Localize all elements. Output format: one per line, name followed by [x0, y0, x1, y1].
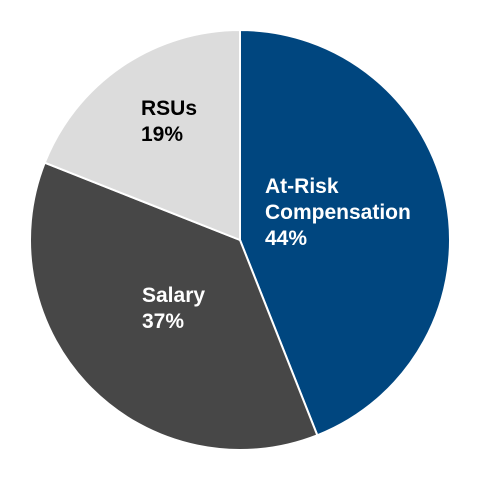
slice-category-label: Compensation: [265, 201, 411, 224]
slice-category-label: At-Risk: [265, 175, 339, 198]
slice-value-label: 19%: [141, 123, 183, 146]
slice-label-at-risk-compensation: At-Risk Compensation 44%: [265, 175, 411, 250]
pie-slice-salary: [29, 161, 319, 451]
slice-value-label: 44%: [265, 227, 307, 250]
slice-category-label: RSUs: [141, 97, 197, 120]
pie-slice-rsus: [43, 28, 241, 242]
slice-value-label: 37%: [142, 310, 184, 333]
slice-label-rsus: RSUs 19%: [141, 97, 197, 146]
slice-label-salary: Salary 37%: [142, 284, 205, 333]
slice-category-label: Salary: [142, 284, 205, 307]
pie-slice-at-risk-compensation: [239, 28, 451, 437]
